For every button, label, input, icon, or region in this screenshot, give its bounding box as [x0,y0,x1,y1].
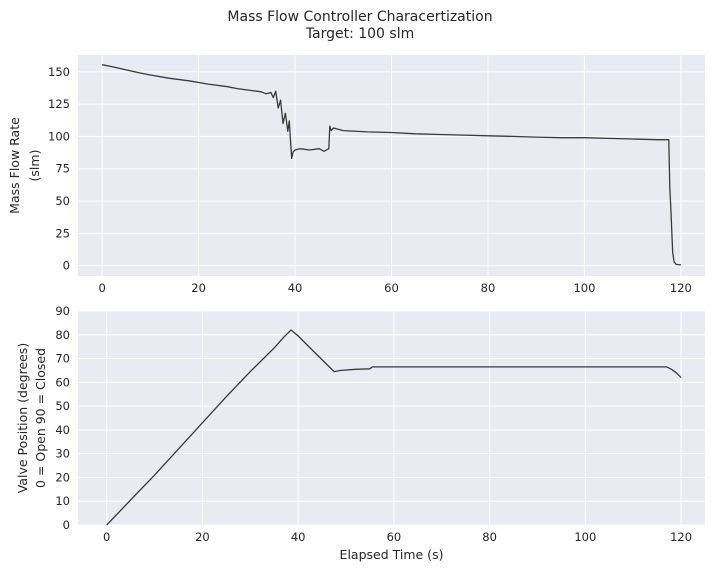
x-tick-label: 60 [387,530,402,544]
x-tick-label: 80 [481,281,496,295]
y-tick-label: 20 [55,470,70,484]
series-line-1 [106,329,682,526]
x-tick-label: 80 [482,530,497,544]
y-tick-label: 150 [48,65,70,79]
subplot-2: 0 20 40 60 80 100 120 0 10 20 30 40 50 60 70 80 90 Valve … [15,304,705,562]
series-line-1 [101,64,681,266]
x-tick-label: 20 [191,281,206,295]
y-axis-label: (slm) [27,150,42,182]
y-tick-label: 50 [55,194,70,208]
y-tick-label: 75 [55,162,70,176]
subplot-1: 0 20 40 60 80 100 120 0 25 50 75 100 125 150 Mass Flow… [7,55,705,295]
y-tick-label: 70 [55,352,70,366]
x-tick-label: 100 [573,281,595,295]
y-tick-label: 0 [63,518,70,532]
chart-title: Mass Flow Controller Characertization [227,9,493,25]
y-tick-label: 10 [55,494,70,508]
x-tick-label: 100 [574,530,596,544]
chart-subtitle: Target: 100 slm [305,26,415,42]
y-axis-label: 0 = Open 90 = Closed [33,348,48,488]
x-tick-label: 120 [670,281,692,295]
x-axis-label: Elapsed Time (s) [340,547,444,562]
y-axis-label: Mass Flow Rate [7,117,22,214]
y-tick-label: 125 [48,97,70,111]
y-tick-label: 25 [55,226,70,240]
y-tick-label: 40 [55,423,70,437]
x-tick-label: 40 [291,530,306,544]
y-tick-label: 80 [55,328,70,342]
y-tick-label: 0 [63,259,70,273]
x-tick-label: 60 [384,281,399,295]
y-tick-label: 60 [55,375,70,389]
x-tick-label: 20 [195,530,210,544]
x-tick-label: 40 [288,281,303,295]
y-tick-label: 50 [55,399,70,413]
x-tick-label: 0 [98,281,105,295]
y-axis-label: Valve Position (degrees) [15,343,30,494]
y-tick-label: 90 [55,304,70,318]
y-tick-label: 30 [55,447,70,461]
y-tick-label: 100 [48,129,70,143]
x-tick-label: 0 [103,530,110,544]
x-tick-label: 120 [670,530,692,544]
plot-background [78,311,705,525]
